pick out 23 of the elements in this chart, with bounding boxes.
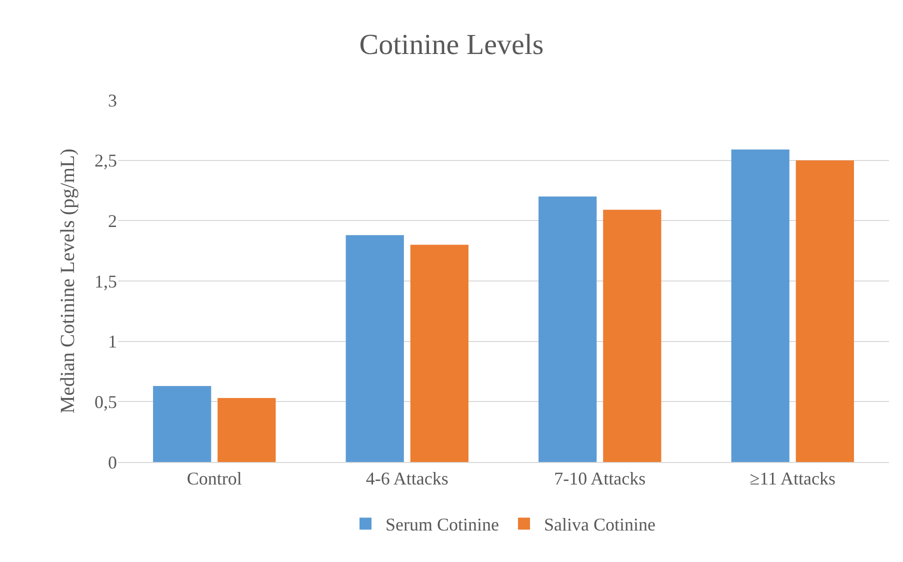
bar — [731, 149, 790, 462]
chart-title: Cotinine Levels — [359, 29, 544, 62]
x-tick-label: 4-6 Attacks — [366, 468, 448, 489]
bar — [218, 398, 276, 462]
legend-label: Serum Cotinine — [386, 514, 500, 535]
y-tick-label: 1 — [108, 332, 117, 352]
y-tick-label: 0 — [108, 452, 117, 472]
bar — [410, 244, 468, 462]
y-tick-label: 1,5 — [94, 271, 117, 292]
y-tick-label: 2 — [108, 210, 117, 231]
x-tick-label: 7-10 Attacks — [554, 468, 646, 489]
bar — [346, 235, 404, 462]
y-tick-label: 0,5 — [94, 392, 117, 412]
y-tick-label: 3 — [108, 90, 117, 110]
y-axis-title: Median Cotinine Levels (pg/mL) — [57, 148, 79, 414]
bar — [538, 196, 597, 462]
bar — [603, 210, 662, 462]
bar — [153, 386, 212, 462]
legend-label: Saliva Cotinine — [544, 514, 656, 535]
y-tick-label: 2,5 — [94, 150, 117, 171]
bar — [796, 160, 854, 462]
x-tick-label: Control — [186, 468, 242, 489]
x-tick-label: ≥11 Attacks — [750, 468, 836, 489]
